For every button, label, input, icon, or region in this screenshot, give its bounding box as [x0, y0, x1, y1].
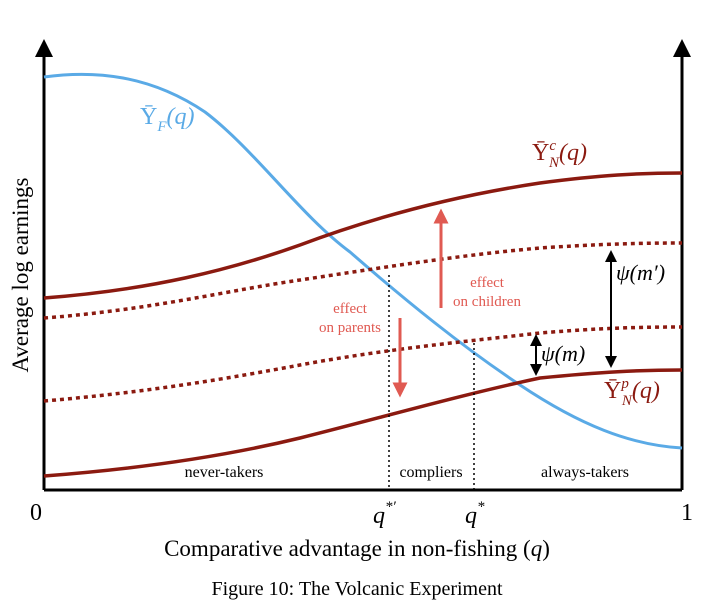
x-tick-1: 1 [681, 500, 693, 526]
psi-m-label: ψ(m) [541, 341, 585, 366]
effect-parents-line2: on parents [319, 320, 381, 336]
label-y-fishing: ȲF(q) [140, 104, 195, 135]
curve-y-fishing [43, 72, 683, 450]
effect-parents-line1: effect [333, 301, 368, 317]
label-y-nonfishing-parents: Ȳp N(q) [604, 376, 660, 409]
effect-children-line2: on children [453, 294, 521, 310]
effect-children-line1: effect [470, 275, 505, 291]
region-compliers: compliers [399, 464, 462, 481]
figure-caption: Figure 10: The Volcanic Experiment [211, 578, 502, 600]
marker-q-star: q* [465, 499, 485, 529]
curve-dotted-lower [43, 325, 683, 403]
x-tick-0: 0 [30, 500, 42, 526]
region-never-takers: never-takers [185, 464, 264, 481]
region-always-takers: always-takers [541, 464, 629, 481]
x-axis-title: Comparative advantage in non-fishing (q) [164, 536, 550, 561]
marker-q-star-prime: q*′ [373, 499, 397, 529]
curve-y-nonfishing-parents [43, 368, 683, 478]
y-axis-title: Average log earnings [8, 177, 33, 372]
curve-dotted-upper [43, 241, 683, 320]
psi-m-prime-label: ψ(m′) [616, 260, 665, 285]
curve-y-nonfishing-children [43, 171, 683, 300]
label-y-nonfishing-children: Ȳc N(q) [532, 138, 587, 171]
